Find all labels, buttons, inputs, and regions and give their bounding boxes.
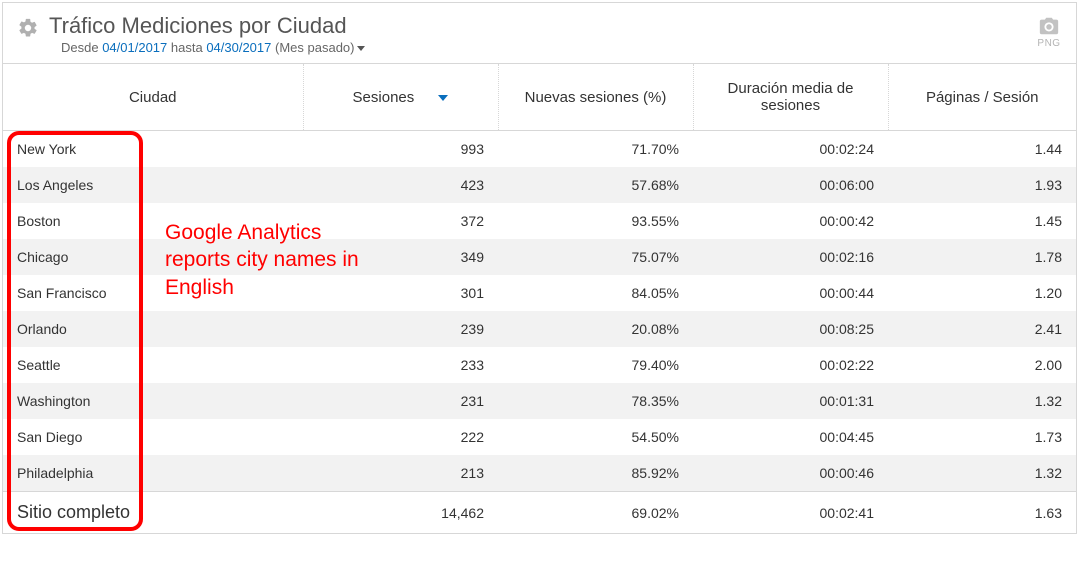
table-row: San Francisco30184.05%00:00:441.20 xyxy=(3,275,1076,311)
cell-new-pct: 78.35% xyxy=(498,383,693,419)
cell-pages: 1.45 xyxy=(888,203,1076,239)
date-prefix: Desde xyxy=(61,40,102,55)
cell-duration: 00:01:31 xyxy=(693,383,888,419)
date-mid: hasta xyxy=(167,40,206,55)
cell-city: New York xyxy=(3,131,303,168)
cell-new-pct: 57.68% xyxy=(498,167,693,203)
chevron-down-icon xyxy=(357,46,365,51)
footer-label: Sitio completo xyxy=(3,492,303,534)
cell-new-pct: 54.50% xyxy=(498,419,693,455)
cell-pages: 2.00 xyxy=(888,347,1076,383)
cell-sessions: 222 xyxy=(303,419,498,455)
cell-pages: 1.93 xyxy=(888,167,1076,203)
date-from: 04/01/2017 xyxy=(102,40,167,55)
cell-duration: 00:02:24 xyxy=(693,131,888,168)
table-footer: Sitio completo 14,462 69.02% 00:02:41 1.… xyxy=(3,492,1076,534)
cell-new-pct: 71.70% xyxy=(498,131,693,168)
cell-city: San Francisco xyxy=(3,275,303,311)
cell-sessions: 233 xyxy=(303,347,498,383)
cell-sessions: 349 xyxy=(303,239,498,275)
widget-header: Tráfico Mediciones por Ciudad Desde 04/0… xyxy=(3,3,1076,64)
traffic-by-city-widget: Tráfico Mediciones por Ciudad Desde 04/0… xyxy=(2,2,1077,534)
cell-pages: 1.32 xyxy=(888,383,1076,419)
cell-new-pct: 84.05% xyxy=(498,275,693,311)
cell-new-pct: 75.07% xyxy=(498,239,693,275)
cell-sessions: 239 xyxy=(303,311,498,347)
cell-sessions: 231 xyxy=(303,383,498,419)
cell-new-pct: 79.40% xyxy=(498,347,693,383)
cell-duration: 00:02:22 xyxy=(693,347,888,383)
cell-new-pct: 85.92% xyxy=(498,455,693,492)
cell-city: San Diego xyxy=(3,419,303,455)
cell-pages: 2.41 xyxy=(888,311,1076,347)
footer-sessions: 14,462 xyxy=(303,492,498,534)
cell-duration: 00:00:46 xyxy=(693,455,888,492)
png-label: PNG xyxy=(1036,38,1062,49)
cell-sessions: 372 xyxy=(303,203,498,239)
col-city[interactable]: Ciudad xyxy=(3,64,303,131)
col-sessions[interactable]: Sesiones xyxy=(303,64,498,131)
cell-city: Philadelphia xyxy=(3,455,303,492)
traffic-table: Ciudad Sesiones Nuevas sesiones (%) Dura… xyxy=(3,64,1076,533)
table-row: Orlando23920.08%00:08:252.41 xyxy=(3,311,1076,347)
cell-duration: 00:02:16 xyxy=(693,239,888,275)
table-row: San Diego22254.50%00:04:451.73 xyxy=(3,419,1076,455)
cell-pages: 1.32 xyxy=(888,455,1076,492)
cell-pages: 1.78 xyxy=(888,239,1076,275)
footer-pages: 1.63 xyxy=(888,492,1076,534)
cell-duration: 00:00:44 xyxy=(693,275,888,311)
col-pages-per-session[interactable]: Páginas / Sesión xyxy=(888,64,1076,131)
cell-new-pct: 93.55% xyxy=(498,203,693,239)
gear-icon[interactable] xyxy=(17,17,39,39)
cell-pages: 1.20 xyxy=(888,275,1076,311)
table-row: New York99371.70%00:02:241.44 xyxy=(3,131,1076,168)
date-range[interactable]: Desde 04/01/2017 hasta 04/30/2017 (Mes p… xyxy=(49,40,1036,55)
widget-title: Tráfico Mediciones por Ciudad xyxy=(49,13,1036,39)
col-sessions-label: Sesiones xyxy=(353,89,415,106)
cell-new-pct: 20.08% xyxy=(498,311,693,347)
date-to: 04/30/2017 xyxy=(206,40,271,55)
cell-duration: 00:04:45 xyxy=(693,419,888,455)
cell-pages: 1.44 xyxy=(888,131,1076,168)
table-row: Chicago34975.07%00:02:161.78 xyxy=(3,239,1076,275)
table-row: Boston37293.55%00:00:421.45 xyxy=(3,203,1076,239)
table-body: New York99371.70%00:02:241.44Los Angeles… xyxy=(3,131,1076,492)
footer-duration: 00:02:41 xyxy=(693,492,888,534)
col-new-sessions[interactable]: Nuevas sesiones (%) xyxy=(498,64,693,131)
cell-sessions: 213 xyxy=(303,455,498,492)
table-row: Philadelphia21385.92%00:00:461.32 xyxy=(3,455,1076,492)
cell-city: Washington xyxy=(3,383,303,419)
cell-city: Orlando xyxy=(3,311,303,347)
cell-sessions: 423 xyxy=(303,167,498,203)
sort-desc-icon xyxy=(438,95,448,101)
cell-city: Chicago xyxy=(3,239,303,275)
cell-sessions: 993 xyxy=(303,131,498,168)
title-block: Tráfico Mediciones por Ciudad Desde 04/0… xyxy=(49,13,1036,55)
cell-sessions: 301 xyxy=(303,275,498,311)
cell-city: Boston xyxy=(3,203,303,239)
cell-duration: 00:06:00 xyxy=(693,167,888,203)
cell-city: Seattle xyxy=(3,347,303,383)
cell-duration: 00:00:42 xyxy=(693,203,888,239)
export-png-button[interactable]: PNG xyxy=(1036,13,1062,49)
cell-pages: 1.73 xyxy=(888,419,1076,455)
date-suffix: (Mes pasado) xyxy=(271,40,354,55)
table-head: Ciudad Sesiones Nuevas sesiones (%) Dura… xyxy=(3,64,1076,131)
table-row: Washington23178.35%00:01:311.32 xyxy=(3,383,1076,419)
table-row: Los Angeles42357.68%00:06:001.93 xyxy=(3,167,1076,203)
table-row: Seattle23379.40%00:02:222.00 xyxy=(3,347,1076,383)
cell-city: Los Angeles xyxy=(3,167,303,203)
footer-new-pct: 69.02% xyxy=(498,492,693,534)
cell-duration: 00:08:25 xyxy=(693,311,888,347)
col-avg-duration[interactable]: Duración media de sesiones xyxy=(693,64,888,131)
